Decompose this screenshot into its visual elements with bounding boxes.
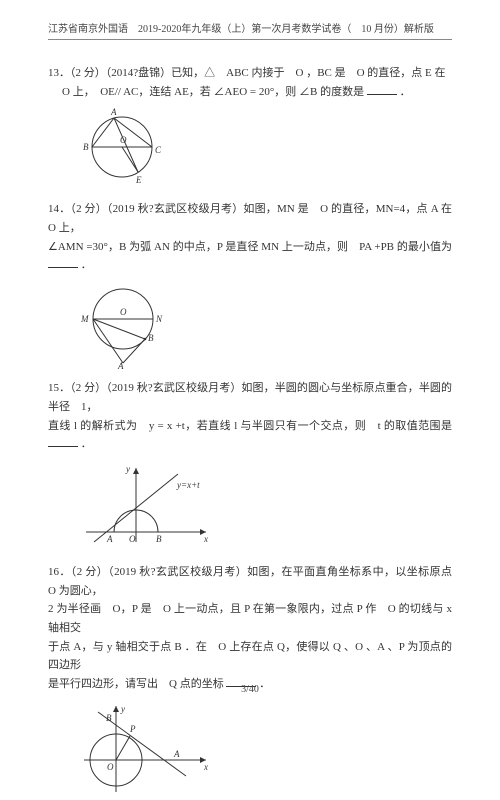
svg-text:C: C	[155, 145, 162, 155]
svg-text:y=x+t: y=x+t	[176, 480, 200, 490]
problem-15-line1: 15．（2 分）（2019 秋?玄武区校级月考）如图，半圆的圆心与坐标原点重合，…	[48, 382, 452, 413]
problem-15-blank	[48, 446, 78, 447]
svg-text:O: O	[129, 534, 136, 544]
page-footer: 3/40	[0, 684, 500, 695]
problem-16: 16．（2 分）（2019 秋?玄武区校级月考）如图，在平面直角坐标系中，以坐标…	[48, 563, 452, 694]
circle-abc-diagram: A B C O E	[78, 107, 173, 192]
problem-16-diagram: O A B P x y	[78, 700, 452, 800]
svg-text:M: M	[80, 314, 89, 324]
svg-text:E: E	[135, 175, 142, 185]
problem-14: 14．（2 分）（2019 秋?玄武区校级月考）如图，MN 是 O 的直径，MN…	[48, 200, 452, 275]
svg-text:O: O	[107, 762, 114, 772]
svg-text:B: B	[83, 142, 89, 152]
problem-13-line2: O 上， OE// AC，连结 AE，若 ∠AEO = 20°，则 ∠B 的度数…	[62, 86, 364, 98]
problem-13: 13．（2 分）（2014?盘锦）已知，△ ABC 内接于 O ，BC 是 O …	[48, 64, 452, 101]
svg-text:O: O	[120, 307, 127, 317]
svg-text:x: x	[203, 762, 208, 772]
semicircle-diagram: y=x+t A O B x y	[78, 460, 218, 555]
svg-text:N: N	[155, 314, 163, 324]
problem-15-suffix: ．	[81, 438, 92, 450]
problem-16-line3: 于点 A，与 y 轴相交于点 B ．在 O 上存在点 Q，使得以 Q 、O 、A…	[48, 641, 452, 672]
problem-14-diagram: M N O A B	[78, 281, 452, 371]
problem-13-line1: 13．（2 分）（2014?盘锦）已知，△ ABC 内接于 O ，BC 是 O …	[48, 67, 446, 79]
problem-13-blank	[367, 94, 397, 95]
problem-14-line2: ∠AMN =30°，B 为弧 AN 的中点，P 是直径 MN 上一动点，则 PA…	[48, 241, 452, 253]
svg-text:B: B	[156, 534, 162, 544]
problem-14-line1: 14．（2 分）（2019 秋?玄武区校级月考）如图，MN 是 O 的直径，MN…	[48, 203, 463, 234]
svg-text:O: O	[120, 135, 127, 145]
page: { "header": "江苏省南京外国语 2019-2020年九年级（上）第一…	[0, 0, 500, 707]
circle-mn-diagram: M N O A B	[78, 281, 183, 371]
problem-16-line2: 2 为半径画 O，P 是 O 上一动点，且 P 在第一象限内，过点 P 作 O …	[48, 603, 452, 634]
problem-16-line1: 16．（2 分）（2019 秋?玄武区校级月考）如图，在平面直角坐标系中，以坐标…	[48, 566, 463, 597]
page-header: 江苏省南京外国语 2019-2020年九年级（上）第一次月考数学试卷（ 10 月…	[48, 20, 452, 40]
svg-text:y: y	[120, 704, 125, 714]
svg-text:A: A	[117, 361, 124, 371]
problem-15: 15．（2 分）（2019 秋?玄武区校级月考）如图，半圆的圆心与坐标原点重合，…	[48, 379, 452, 454]
svg-text:B: B	[106, 713, 112, 723]
problem-14-suffix: ．	[81, 259, 92, 271]
svg-text:y: y	[125, 464, 130, 474]
svg-text:B: B	[148, 333, 154, 343]
problem-13-suffix: ．	[400, 86, 411, 98]
svg-text:P: P	[129, 724, 136, 734]
problem-14-blank	[48, 267, 78, 268]
problem-13-diagram: A B C O E	[78, 107, 452, 192]
problem-15-line2: 直线 l 的解析式为 y = x +t，若直线 l 与半圆只有一个交点，则 t …	[48, 420, 452, 432]
svg-text:A: A	[173, 749, 180, 759]
svg-text:x: x	[203, 534, 208, 544]
svg-text:A: A	[106, 534, 113, 544]
svg-text:A: A	[110, 107, 117, 117]
circle-tangent-diagram: O A B P x y	[78, 700, 218, 800]
problem-15-diagram: y=x+t A O B x y	[78, 460, 452, 555]
